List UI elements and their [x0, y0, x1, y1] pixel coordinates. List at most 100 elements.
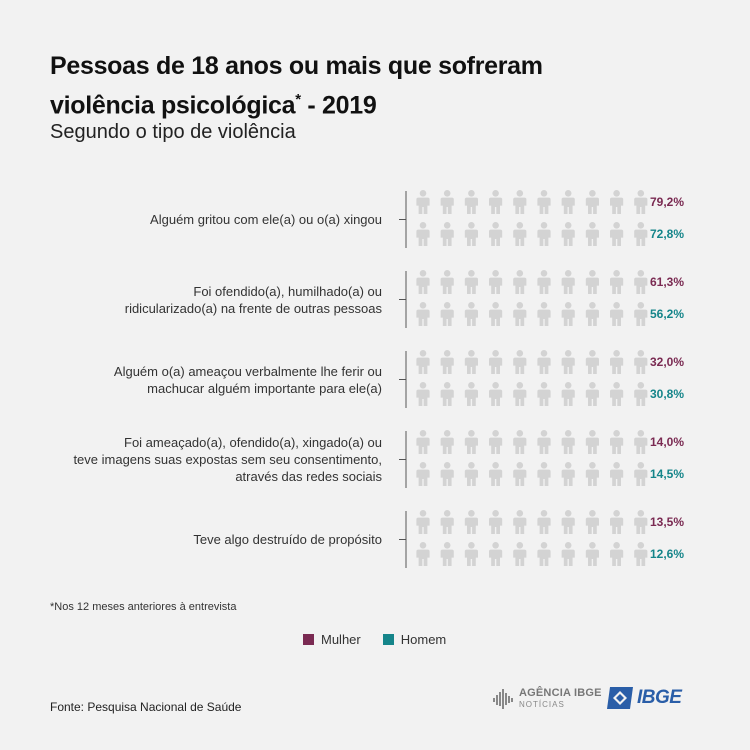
person-icon [561, 350, 575, 374]
person-icon [464, 222, 478, 246]
person-icon [634, 222, 648, 246]
person-icon [489, 350, 503, 374]
category-label-line: através das redes sociais [235, 469, 382, 484]
value-label-mulher: 32,0% [650, 355, 684, 369]
person-icon [561, 430, 575, 454]
category-label-line: ridicularizado(a) na frente de outras pe… [124, 300, 382, 316]
value-label-mulher: 61,3% [650, 275, 684, 289]
person-icon [416, 350, 430, 374]
person-icon [585, 270, 599, 294]
title-line-2-text: violência psicológica [50, 91, 296, 120]
person-icon [464, 462, 478, 486]
person-icon [513, 302, 527, 326]
person-icon [464, 302, 478, 326]
person-icon [416, 430, 430, 454]
person-icon [634, 510, 648, 534]
category-label-line: Alguém o(a) ameaçou verbalmente lhe feri… [113, 363, 382, 379]
chart-subtitle: Segundo o tipo de violência [50, 121, 296, 143]
legend-label-mulher: Mulher [321, 632, 361, 647]
person-icon [489, 222, 503, 246]
pictograph-chart: 79,2% 72,8% 61,3% 56,2% 32,0% 30,8% 14,0% 14,5%… [399, 190, 684, 568]
value-label-homem: 72,8% [650, 227, 684, 241]
value-label-mulher: 14,0% [650, 435, 684, 449]
agencia-ibge-logo: AGÊNCIA IBGE NOTÍCIAS [493, 688, 602, 710]
category-label-line: Foi ameaçado(a), ofendido(a), xingado(a)… [124, 435, 382, 450]
person-icon [464, 542, 478, 566]
person-icon [561, 270, 575, 294]
legend-swatch-mulher [303, 634, 314, 645]
person-icon [489, 270, 503, 294]
person-icon [634, 350, 648, 374]
person-icon [416, 190, 430, 214]
person-icon [537, 190, 551, 214]
person-icon [416, 462, 430, 486]
person-icon [440, 542, 454, 566]
person-icon [513, 462, 527, 486]
person-icon [585, 190, 599, 214]
value-label-mulher: 13,5% [650, 515, 684, 529]
person-icon [489, 542, 503, 566]
person-icon [561, 190, 575, 214]
footnote: *Nos 12 meses anteriores à entrevista [50, 601, 237, 613]
person-icon [440, 270, 454, 294]
person-icon [513, 222, 527, 246]
title-year: - 2019 [300, 91, 377, 120]
person-icon [440, 510, 454, 534]
person-icon [489, 190, 503, 214]
person-icon [634, 382, 648, 406]
person-icon [537, 430, 551, 454]
person-icon [489, 302, 503, 326]
category-group: 32,0% 30,8% [399, 350, 684, 408]
person-icon [513, 270, 527, 294]
category-group: 79,2% 72,8% [399, 190, 684, 248]
ibge-logo: IBGE [607, 687, 682, 709]
person-icon [464, 510, 478, 534]
person-icon [464, 270, 478, 294]
value-label-homem: 56,2% [650, 307, 684, 321]
person-icon [585, 430, 599, 454]
ibge-wordmark: IBGE [637, 687, 682, 708]
title-line-1: Pessoas de 18 anos ou mais que sofreram [50, 52, 543, 80]
person-icon [634, 270, 648, 294]
category-label: Alguém gritou com ele(a) ou o(a) xingou [62, 211, 382, 228]
legend-item-homem: Homem [382, 632, 447, 647]
person-icon [634, 190, 648, 214]
person-icon [585, 350, 599, 374]
person-icon [634, 542, 648, 566]
person-icon [440, 190, 454, 214]
person-icon [464, 382, 478, 406]
person-icon [513, 510, 527, 534]
person-icon [610, 302, 624, 326]
person-icon [537, 382, 551, 406]
person-icon [537, 270, 551, 294]
person-icon [610, 270, 624, 294]
person-icon [561, 510, 575, 534]
person-icon [440, 382, 454, 406]
person-icon [513, 382, 527, 406]
person-icon [537, 350, 551, 374]
category-group: 61,3% 56,2% [399, 270, 684, 328]
legend-swatch-homem [382, 634, 394, 645]
person-icon [610, 430, 624, 454]
person-icon [464, 430, 478, 454]
value-label-mulher: 79,2% [650, 195, 684, 209]
person-icon [440, 462, 454, 486]
category-label-line: teve imagens suas expostas sem seu conse… [73, 452, 382, 467]
category-label: Foi ofendido(a), humilhado(a) ou ridicula… [62, 283, 382, 317]
person-icon [489, 510, 503, 534]
title-asterisk: * [295, 91, 301, 108]
person-icon [440, 430, 454, 454]
person-icon [416, 302, 430, 326]
category-label: Foi ameaçado(a), ofendido(a), xingado(a)… [62, 434, 382, 485]
person-icon [464, 350, 478, 374]
person-icon [634, 430, 648, 454]
agencia-line2: NOTÍCIAS [519, 700, 565, 709]
category-label-line: machucar alguém importante para ele(a) [147, 380, 382, 396]
chart-title: Pessoas de 18 anos ou mais que sofreram … [50, 50, 543, 122]
legend-label-homem: Homem [400, 632, 447, 647]
source-note: Fonte: Pesquisa Nacional de Saúde [50, 700, 242, 714]
person-icon [513, 430, 527, 454]
person-icon [561, 302, 575, 326]
person-icon [610, 190, 624, 214]
person-icon [440, 302, 454, 326]
